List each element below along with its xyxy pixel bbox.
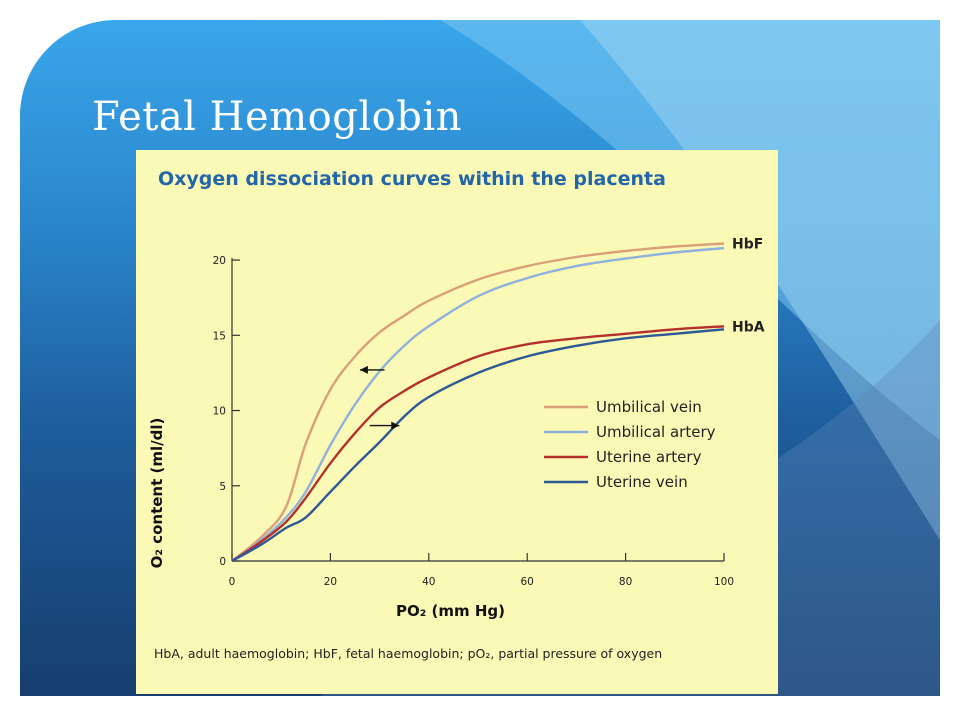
x-tick-label: 60 [521,576,534,588]
slide-title: Fetal Hemoglobin [92,94,462,140]
x-tick-label: 20 [324,576,337,588]
legend-entry-uterine-artery: Uterine artery [596,448,702,466]
series-line-uterine-artery [231,325,725,562]
chart-panel: Oxygen dissociation curves within the pl… [136,150,778,694]
y-tick-label: 10 [213,406,226,418]
shift-arrow-head [359,365,368,374]
legend-entry-umbilical-artery: Umbilical artery [596,423,716,441]
x-tick-label: 80 [619,576,632,588]
y-tick-label: 15 [213,330,226,342]
legend-entry-umbilical-vein: Umbilical vein [596,398,702,416]
x-axis-label: PO₂ (mm Hg) [396,602,506,620]
y-tick-label: 0 [219,556,226,568]
series-line-uterine-vein [231,328,725,563]
chart-footnote: HbA, adult haemoglobin; HbF, fetal haemo… [154,646,663,661]
y-tick-label: 5 [219,481,226,493]
x-tick-label: 0 [229,576,236,588]
y-axis-label: O₂ content (ml/dl) [148,417,166,569]
series-line-umbilical-artery [231,246,725,562]
x-tick-label: 40 [422,576,435,588]
series-line-umbilical-vein [231,242,725,562]
curve-label-hba: HbA [732,319,765,335]
chart-plot: 0 5 10 15 20 0 20 40 60 80 100 HbF HbA Umbilical ve… [213,237,765,588]
background-swooshes [320,20,940,696]
curve-label-hbf: HbF [732,237,763,253]
shift-arrow-head [391,421,400,430]
y-axis-label-wrap: O₂ content (ml/dl) [148,253,170,569]
chart-title: Oxygen dissociation curves within the pl… [158,168,666,190]
legend-entry-uterine-vein: Uterine vein [596,473,688,491]
y-tick-label: 20 [213,255,226,267]
x-tick-label: 100 [714,576,734,588]
